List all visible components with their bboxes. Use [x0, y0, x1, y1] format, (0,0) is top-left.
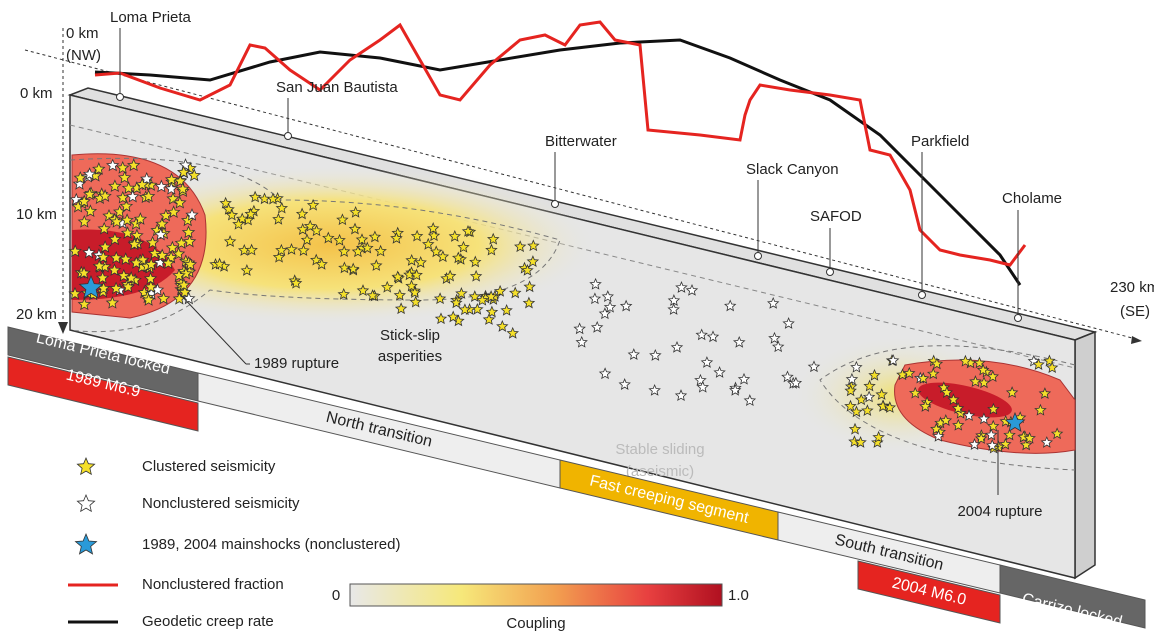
location-label: Slack Canyon [746, 161, 839, 178]
depth-label: 10 km [16, 206, 57, 223]
legend-label: Clustered seismicity [142, 458, 276, 475]
location-label: Parkfield [911, 133, 969, 150]
location-label: Cholame [1002, 190, 1062, 207]
location-label: Bitterwater [545, 133, 617, 150]
legend-label: Nonclustered seismicity [142, 495, 300, 512]
annotation: 2004 rupture [957, 503, 1042, 520]
figure: 0 km (NW) 230 km (SE) 0 km 10 km 20 km L… [0, 0, 1154, 635]
colorbar-label: 1.0 [728, 587, 749, 604]
axis-label: 230 km [1110, 279, 1154, 296]
annotation: (aseismic) [626, 463, 694, 480]
colorbar-title: Coupling [506, 615, 565, 632]
arrowhead [58, 322, 68, 334]
star [76, 534, 97, 554]
axis-label: (NW) [66, 47, 101, 64]
colorbar [350, 584, 722, 606]
star [77, 458, 94, 474]
star [77, 495, 94, 511]
location-label: San Juan Bautista [276, 79, 398, 96]
axis-label: 0 km [66, 25, 99, 42]
legend-label: Geodetic creep rate [142, 613, 274, 630]
annotation: 1989 rupture [254, 355, 339, 372]
colorbar-label: 0 [332, 587, 340, 604]
arrowhead [1131, 336, 1142, 344]
depth-label: 0 km [20, 85, 53, 102]
legend-label: 1989, 2004 mainshocks (nonclustered) [142, 536, 401, 553]
annotation: asperities [378, 348, 442, 365]
annotation: Stable sliding [615, 441, 704, 458]
axis-label: (SE) [1120, 303, 1150, 320]
legend-label: Nonclustered fraction [142, 576, 284, 593]
depth-label: 20 km [16, 306, 57, 323]
location-label: Loma Prieta [110, 9, 192, 26]
annotation: Stick-slip [380, 327, 440, 344]
location-label: SAFOD [810, 208, 862, 225]
block-side [1075, 332, 1095, 578]
